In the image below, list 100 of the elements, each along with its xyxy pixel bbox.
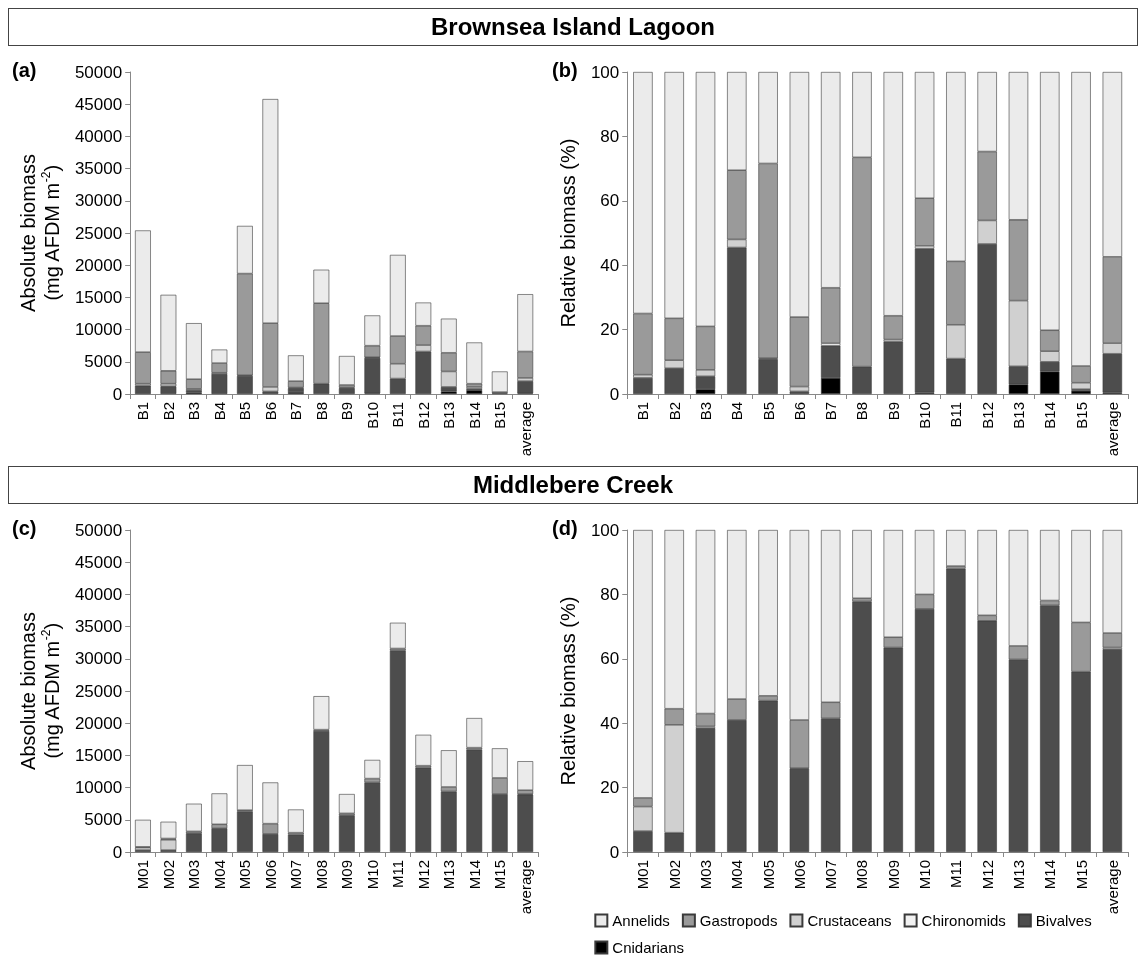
y-axis-title: Relative biomass (%) [557, 596, 579, 786]
y-tick-label: 20 [600, 320, 620, 340]
x-tick-label: B1 [134, 402, 152, 421]
x-tick-label: M14 [1041, 860, 1059, 890]
x-tick-label: M15 [1072, 860, 1090, 890]
x-tick-label: M13 [440, 860, 458, 890]
x-tick-label: B5 [759, 402, 777, 421]
y-tick-label: 30000 [74, 191, 123, 211]
x-tick-label: M01 [134, 860, 152, 890]
y-tick-label: 60 [600, 649, 620, 669]
y-tick-label: 40 [600, 713, 620, 733]
x-tick-label: B13 [1009, 402, 1027, 429]
x-tick-label: B4 [210, 402, 228, 421]
x-tick-label: M07 [822, 860, 840, 890]
y-tick-label: 60 [600, 191, 620, 211]
x-tick-label: average [1103, 860, 1121, 915]
x-tick-label: M11 [389, 860, 407, 889]
x-tick-label: B7 [822, 402, 840, 421]
x-tick-label: B12 [978, 402, 996, 429]
y-tick-label: 15000 [74, 287, 123, 307]
y-tick-label: 50000 [74, 62, 123, 82]
legend-label: Annelids [612, 912, 670, 929]
y-tick-label: 5000 [84, 352, 123, 372]
x-tick-label: B14 [1041, 402, 1059, 429]
x-tick-label: M04 [728, 860, 746, 890]
x-tick-label: B12 [414, 402, 432, 429]
x-tick-label: M03 [185, 860, 203, 890]
x-tick-label: B5 [236, 402, 254, 421]
y-tick-label: 40 [600, 255, 620, 275]
text: (a) [12, 59, 37, 81]
x-tick-label: M10 [916, 860, 934, 890]
y-tick-label: 0 [112, 842, 123, 862]
x-tick-label: B2 [665, 402, 683, 421]
x-tick-label: M14 [465, 860, 483, 890]
x-tick-label: B2 [159, 402, 177, 421]
y-tick-label: 20000 [74, 713, 123, 733]
x-tick-label: B1 [634, 402, 652, 421]
x-tick-label: B7 [287, 402, 305, 421]
legend-label: Chironomids [921, 912, 1006, 929]
legend-label: Bivalves [1035, 912, 1092, 929]
y-tick-label: 80 [600, 584, 620, 604]
x-tick-label: M03 [697, 860, 714, 890]
chart-title: Middlebere Creek [8, 466, 1138, 504]
x-tick-label: M11 [947, 860, 965, 889]
x-tick-label: B6 [261, 402, 279, 421]
x-tick-label: average [516, 860, 534, 915]
x-tick-label: M02 [159, 860, 177, 890]
legend-label: Gastropods [699, 912, 778, 929]
x-tick-label: M13 [1009, 860, 1027, 890]
x-tick-label: B11 [947, 402, 965, 428]
y-tick-label: 35000 [74, 159, 123, 179]
x-tick-label: M08 [853, 860, 871, 890]
y-tick-label: 10000 [74, 778, 123, 798]
x-tick-label: M12 [978, 860, 996, 890]
x-tick-label: M09 [884, 860, 902, 890]
y-tick-label: 40000 [74, 126, 123, 146]
x-tick-label: M09 [338, 860, 356, 890]
y-tick-label: 80 [600, 126, 620, 146]
text: (d) [552, 517, 578, 539]
legend-label: Cnidarians [612, 939, 685, 956]
x-tick-label: B8 [853, 402, 871, 421]
x-tick-label: B3 [185, 402, 203, 421]
y-tick-label: 45000 [74, 94, 123, 114]
x-tick-label: B15 [1072, 402, 1090, 429]
x-tick-label: average [516, 402, 534, 457]
y-tick-label: 10000 [74, 320, 123, 340]
x-tick-label: B4 [728, 402, 746, 421]
y-tick-label: 35000 [74, 617, 123, 637]
y-axis-title: Relative biomass (%) [557, 138, 579, 328]
text: (c) [12, 517, 37, 539]
x-tick-label: M02 [665, 860, 683, 890]
y-tick-label: 0 [609, 842, 620, 862]
y-tick-label: 25000 [74, 223, 123, 243]
y-tick-label: 15000 [74, 745, 123, 765]
x-tick-label: B14 [465, 402, 483, 429]
x-tick-label: B15 [491, 402, 509, 429]
y-tick-label: 20 [600, 778, 620, 798]
y-tick-label: 0 [609, 384, 620, 404]
x-tick-label: M04 [210, 860, 228, 890]
y-tick-label: 45000 [74, 552, 123, 572]
x-tick-label: M08 [312, 860, 330, 890]
y-tick-label: 30000 [74, 649, 123, 669]
y-tick-label: 25000 [74, 681, 123, 701]
x-tick-label: B6 [790, 402, 808, 421]
x-tick-label: M05 [759, 860, 777, 890]
x-tick-label: B11 [389, 402, 407, 428]
x-tick-label: B10 [363, 402, 381, 429]
x-tick-label: B8 [312, 402, 330, 421]
y-tick-label: 50000 [74, 520, 123, 540]
x-tick-label: B10 [916, 402, 934, 429]
x-tick-label: average [1103, 402, 1121, 457]
chart-title: Brownsea Island Lagoon [8, 8, 1138, 46]
y-tick-label: 0 [112, 384, 123, 404]
y-tick-label: 40000 [74, 584, 123, 604]
legend-label: Crustaceans [807, 912, 892, 929]
x-tick-label: B13 [440, 402, 458, 429]
x-tick-label: M01 [634, 860, 652, 890]
x-tick-label: B3 [697, 402, 714, 421]
y-tick-label: 5000 [84, 810, 123, 830]
x-tick-label: M07 [287, 860, 305, 890]
